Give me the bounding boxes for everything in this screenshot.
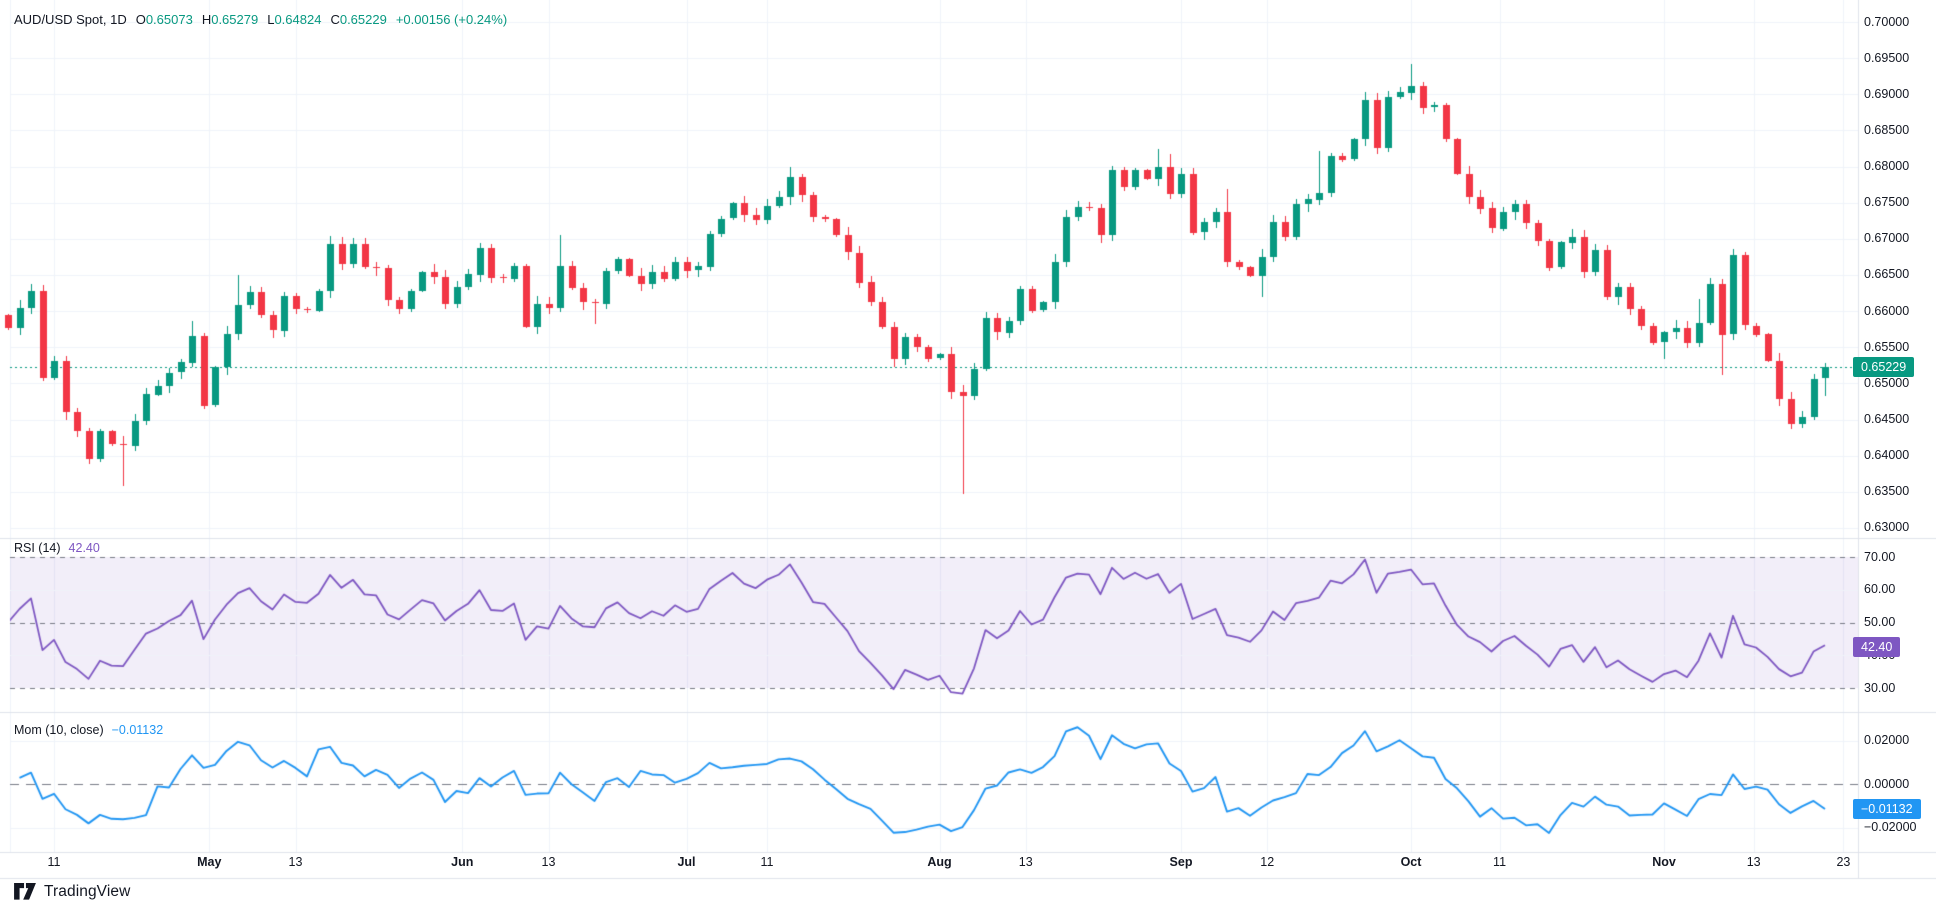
- price-axis-label: 0.64000: [1864, 448, 1910, 463]
- price-axis-label: 0.65500: [1864, 339, 1910, 354]
- price-axis-label: 0.69500: [1864, 50, 1910, 65]
- price-axis-label: 0.67500: [1864, 195, 1910, 210]
- tradingview-logo[interactable]: TradingView: [13, 882, 130, 901]
- mom-value-badge: −0.01132: [1853, 798, 1921, 819]
- time-axis-label: 13: [288, 855, 303, 869]
- ohlc-high: H0.65279: [201, 12, 259, 27]
- time-axis-label: 13: [1746, 855, 1761, 869]
- rsi-title-row: RSI (14) 42.40: [14, 541, 100, 555]
- price-axis-label: 0.70000: [1864, 14, 1910, 29]
- price-axis-label: 0.63500: [1864, 484, 1910, 499]
- price-axis-label: 0.64500: [1864, 412, 1910, 427]
- time-axis-label: 11: [1493, 855, 1507, 869]
- price-axis-label: 0.66500: [1864, 267, 1910, 282]
- time-axis-label: 11: [47, 855, 61, 869]
- rsi-axis-label: 70.00: [1864, 549, 1896, 564]
- rsi-axis-label: 30.00: [1864, 680, 1896, 695]
- rsi-title[interactable]: RSI (14): [14, 541, 61, 555]
- mom-axis-label: 0.02000: [1864, 733, 1910, 747]
- price-current-badge: 0.65229: [1853, 356, 1915, 377]
- change-value: +0.00156 (+0.24%): [395, 12, 508, 27]
- price-axis-label: 0.63000: [1864, 520, 1910, 535]
- price-axis-label: 0.68000: [1864, 159, 1910, 174]
- time-axis-label: 12: [1260, 855, 1275, 869]
- price-axis-label: 0.68500: [1864, 122, 1910, 137]
- time-axis-label: Nov: [1652, 855, 1676, 869]
- time-axis-label: 11: [760, 855, 774, 869]
- price-axis-label: 0.69000: [1864, 86, 1910, 101]
- time-axis-label: Aug: [927, 855, 952, 869]
- time-axis-label: Oct: [1400, 855, 1422, 869]
- ohlc-low: L0.64824: [267, 12, 322, 27]
- time-axis-label: Jun: [451, 855, 474, 869]
- price-axis-label: 0.66000: [1864, 303, 1910, 318]
- symbol-title[interactable]: AUD/USD Spot, 1D: [14, 12, 127, 27]
- ohlc-open: O0.65073: [135, 12, 193, 27]
- time-axis-label: 13: [1018, 855, 1033, 869]
- time-axis-label: 13: [541, 855, 556, 869]
- mom-axis-label: −0.02000: [1864, 820, 1917, 834]
- rsi-axis-label: 60.00: [1864, 582, 1896, 597]
- mom-title-row: Mom (10, close) −0.01132: [14, 723, 163, 737]
- mom-axis-label: 0.00000: [1864, 776, 1910, 791]
- ohlc-close: C0.65229: [330, 12, 387, 27]
- time-axis-label: Jul: [677, 855, 696, 869]
- price-axis-label: 0.65000: [1864, 375, 1910, 390]
- time-axis-label: May: [197, 855, 222, 869]
- mom-title[interactable]: Mom (10, close): [14, 723, 104, 737]
- time-axis-label: 23: [1836, 855, 1851, 869]
- rsi-value: 42.40: [68, 541, 100, 555]
- tradingview-icon: [14, 882, 36, 900]
- price-axis-label: 0.67000: [1864, 231, 1910, 246]
- tradingview-logo-text: TradingView: [44, 882, 131, 900]
- time-axis-label: Sep: [1169, 855, 1193, 869]
- symbol-header: AUD/USD Spot, 1D O0.65073 H0.65279 L0.64…: [14, 12, 507, 27]
- rsi-axis-label: 50.00: [1864, 615, 1896, 629]
- rsi-value-badge: 42.40: [1853, 637, 1901, 658]
- mom-value: −0.01132: [111, 723, 164, 737]
